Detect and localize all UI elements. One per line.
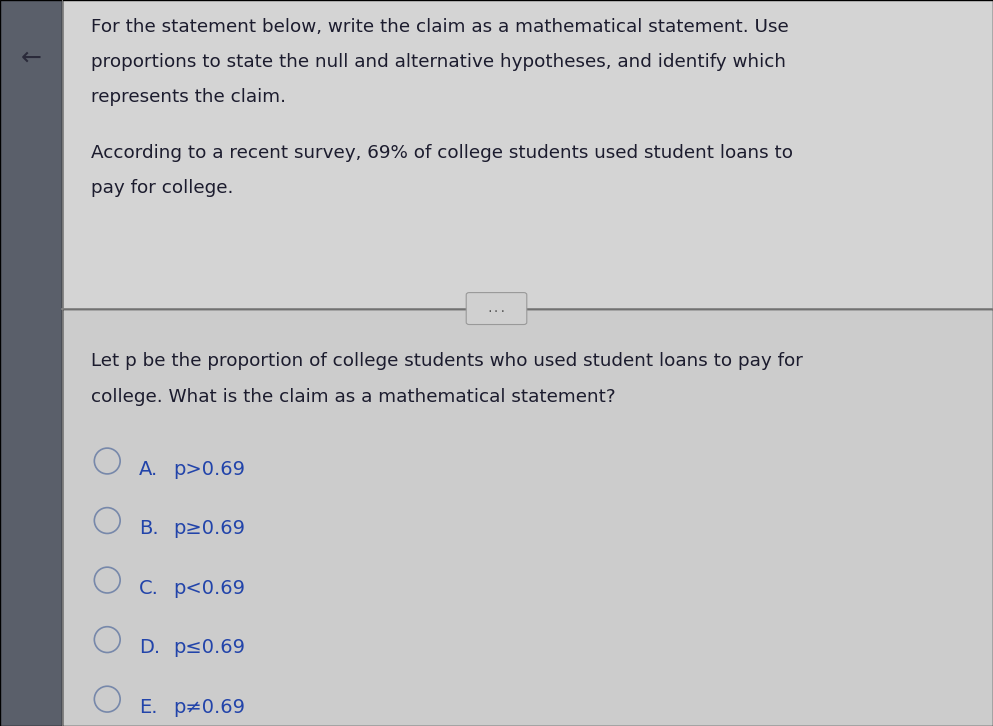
FancyBboxPatch shape [62,0,993,309]
Text: pay for college.: pay for college. [91,179,233,197]
Text: According to a recent survey, 69% of college students used student loans to: According to a recent survey, 69% of col… [91,144,793,163]
Text: represents the claim.: represents the claim. [91,88,286,106]
FancyBboxPatch shape [0,0,62,726]
Text: A.: A. [139,460,158,478]
Text: B.: B. [139,519,159,538]
FancyBboxPatch shape [467,293,526,325]
Text: p≤0.69: p≤0.69 [173,638,245,657]
Text: D.: D. [139,638,160,657]
Text: p≠0.69: p≠0.69 [173,698,245,717]
Text: p≥0.69: p≥0.69 [173,519,245,538]
Text: C.: C. [139,579,159,597]
Text: proportions to state the null and alternative hypotheses, and identify which: proportions to state the null and altern… [91,53,786,71]
Text: E.: E. [139,698,158,717]
Text: ...: ... [487,303,506,314]
Text: ←: ← [20,46,42,70]
Text: p>0.69: p>0.69 [173,460,245,478]
FancyBboxPatch shape [62,309,993,726]
Text: Let p be the proportion of college students who used student loans to pay for: Let p be the proportion of college stude… [91,352,803,370]
Text: college. What is the claim as a mathematical statement?: college. What is the claim as a mathemat… [91,388,616,407]
Text: p<0.69: p<0.69 [173,579,245,597]
Text: For the statement below, write the claim as a mathematical statement. Use: For the statement below, write the claim… [91,18,789,36]
